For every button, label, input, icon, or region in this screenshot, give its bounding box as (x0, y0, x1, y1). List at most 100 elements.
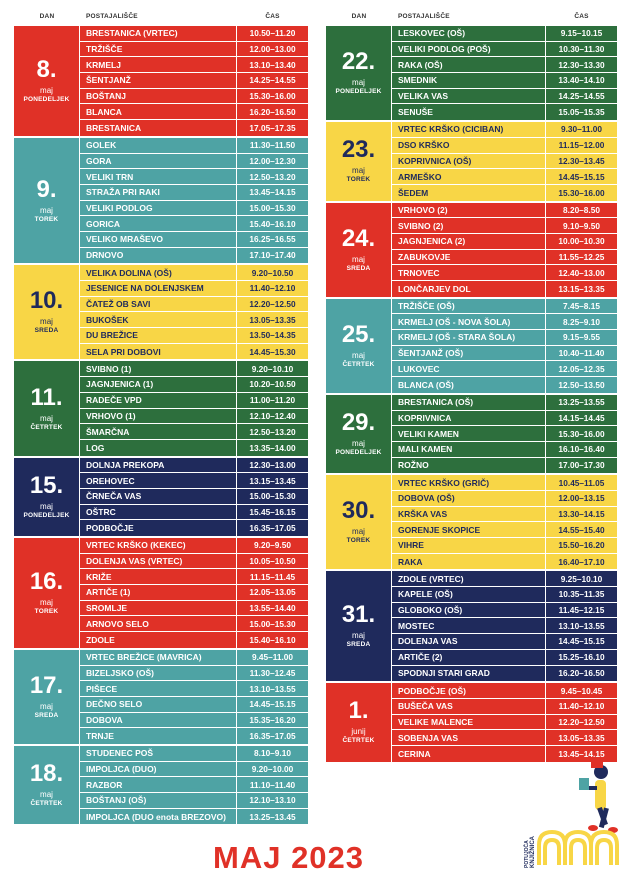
day-cell: 10. maj SREDA (14, 265, 80, 360)
stop-name: VRHOVO (1) (80, 408, 237, 424)
stop-time: 10.00–10.30 (558, 236, 605, 247)
day-cell: 17. maj SREDA (14, 649, 80, 744)
stop-time: 14.25–14.55 (558, 91, 605, 102)
table-row: VRTEC KRŠKO (KEKEC) 9.20–9.50 (80, 538, 308, 554)
stop-name: KRMELJ (OŠ - NOVA ŠOLA) (392, 314, 546, 330)
table-row: SELA PRI DOBOVI 14.45–15.30 (80, 343, 308, 360)
stop-name: BUKOŠEK (80, 312, 237, 328)
table-row: SMEDNIK 13.40–14.10 (392, 73, 617, 89)
table-row: VRHOVO (2) 8.20–8.50 (392, 202, 617, 219)
day-cell: 1. junij ČETRTEK (326, 683, 392, 762)
day-month: maj (40, 597, 53, 607)
stop-time: 10.45–11.05 (558, 477, 605, 488)
day-group: 30. maj TOREK VRTEC KRŠKO (GRIČ) 10.45–11.05… (326, 475, 617, 570)
stop-name: BUŠEČA VAS (392, 698, 546, 714)
stop-name: GORENJE SKOPICE (392, 522, 546, 537)
stop-time: 12.40–13.00 (558, 267, 605, 278)
stop-list: STUDENEC POŠ 8.10–9.10 IMPOLJCA (DUO) 9.20–… (80, 745, 308, 825)
day-group: 31. maj SREDA ZDOLE (VRTEC) 9.25–10.10 KAPELE… (326, 571, 617, 682)
header-stop: POSTAJALIŠČE (398, 13, 450, 20)
stop-name: BOŠTANJ (80, 88, 237, 104)
group-separator (326, 200, 617, 203)
stop-name: DOBOVA (OŠ) (392, 490, 546, 506)
stop-name: BRESTANICA (VRTEC) (80, 26, 237, 41)
stop-name: LUKOVEC (392, 361, 546, 377)
table-row: ROŽNO 17.00–17.30 (392, 457, 617, 474)
table-row: ARTIČE (2) 15.25–16.10 (392, 649, 617, 666)
stop-name: VELIKE MALENCE (392, 714, 546, 730)
stop-time: 10.35–11.35 (558, 589, 605, 600)
day-group: 17. maj SREDA VRTEC BREŽICE (MAVRICA) 9.45–1… (14, 649, 308, 744)
table-row: PODBOČJE 16.35–17.05 (80, 520, 308, 536)
table-row: VELIKI PODLOG (POŠ) 10.30–11.30 (392, 41, 617, 58)
stop-time: 13.10–13.40 (249, 59, 296, 70)
table-row: KRMELJ (OŠ - NOVA ŠOLA) 8.25–9.10 (392, 314, 617, 331)
table-row: BLANCA 16.20–16.50 (80, 104, 308, 121)
stop-name: ZABUKOVJE (392, 249, 546, 265)
stop-time: 13.25–13.55 (558, 397, 605, 408)
day-weekday: PONEDELJEK (335, 449, 382, 457)
table-row: VELIKO MRAŠEVO 16.25–16.55 (80, 231, 308, 248)
table-row: SROMLJE 13.55–14.40 (80, 600, 308, 617)
table-row: BIZELJSKO (OŠ) 11.30–12.45 (80, 665, 308, 682)
group-separator (14, 647, 308, 650)
stop-time: 9.20–10.50 (251, 267, 294, 278)
stop-time: 9.15–10.15 (560, 28, 603, 39)
stop-time: 12.10–12.40 (249, 410, 296, 421)
table-row: VELIKI KAMEN 15.30–16.00 (392, 426, 617, 442)
stop-time: 7.45–8.15 (563, 301, 600, 312)
stop-time: 10.05–10.50 (249, 556, 296, 567)
table-row: BOŠTANJ 15.30–16.00 (80, 88, 308, 105)
stop-time: 14.45–15.15 (558, 636, 605, 647)
table-row: BLANCA (OŠ) 12.50–13.50 (392, 377, 617, 393)
stop-name: BOŠTANJ (OŠ) (80, 793, 237, 808)
table-row: ARTIČE (1) 12.05–13.05 (80, 585, 308, 601)
day-weekday: TOREK (346, 537, 371, 545)
stop-name: BRESTANICA (80, 120, 237, 136)
stop-time: 13.10–13.55 (249, 683, 296, 694)
day-number: 16. (29, 567, 64, 595)
day-group: 23. maj TOREK VRTEC KRŠKO (CICIBAN) 9.30–11.… (326, 122, 617, 201)
day-cell: 15. maj PONEDELJEK (14, 457, 80, 536)
day-month: maj (40, 205, 53, 215)
stop-name: VELIKI TRN (80, 169, 237, 184)
table-row: VIHRE 15.50–16.20 (392, 538, 617, 554)
day-weekday: ČETRTEK (30, 800, 63, 808)
stop-list: VRTEC KRŠKO (CICIBAN) 9.30–11.00 DSO KRŠKO… (392, 122, 617, 201)
schedule-left-column: DAN POSTAJALIŠČE ČAS 8. maj PONEDELJEK BRES… (14, 7, 308, 825)
stop-time: 10.20–10.50 (249, 379, 296, 390)
stop-list: GOLEK 11.30–11.50 GORA 12.00–12.30 VELIKI TR… (80, 137, 308, 264)
day-group: 24. maj SREDA VRHOVO (2) 8.20–8.50 SVIBNO (2)… (326, 202, 617, 297)
day-group: 29. maj PONEDELJEK BRESTANICA (OŠ) 13.25–13.… (326, 394, 617, 474)
stop-name: DU BREŽICE (80, 328, 237, 343)
table-row: IMPOLJCA (DUO) 9.20–10.00 (80, 761, 308, 778)
table-row: VRTEC KRŠKO (GRIČ) 10.45–11.05 (392, 475, 617, 491)
stop-name: VELIKO MRAŠEVO (80, 231, 237, 247)
day-cell: 8. maj PONEDELJEK (14, 26, 80, 136)
stop-time: 15.25–16.10 (558, 652, 605, 663)
stop-name: BLANCA (OŠ) (392, 377, 546, 393)
table-row: PIŠECE 13.10–13.55 (80, 681, 308, 697)
stop-time: 13.30–14.15 (558, 508, 605, 519)
table-row: ŠENTJANŽ (OŠ) 10.40–11.40 (392, 345, 617, 362)
day-cell: 23. maj TOREK (326, 122, 392, 201)
stop-time: 10.50–11.20 (249, 28, 296, 39)
stop-time: 13.15–13.35 (558, 283, 605, 294)
day-number: 30. (341, 497, 376, 525)
stop-time: 9.45–11.00 (251, 652, 294, 663)
logo-text: KNJIŽNICA (530, 835, 536, 868)
stop-name: GOLEK (80, 137, 237, 153)
stop-name: VELIKA DOLINA (OŠ) (80, 265, 237, 280)
table-row: MOSTEC 13.10–13.55 (392, 618, 617, 635)
stop-time: 15.40–16.10 (249, 218, 296, 229)
stop-time: 13.35–14.00 (249, 442, 296, 453)
stop-time: 12.50–13.20 (249, 171, 296, 182)
stop-name: STUDENEC POŠ (80, 745, 237, 761)
stop-time: 15.50–16.20 (558, 540, 605, 551)
stop-name: GORICA (80, 216, 237, 231)
table-row: GLOBOKO (OŠ) 11.45–12.15 (392, 602, 617, 619)
stop-time: 12.05–12.35 (558, 363, 605, 374)
stop-time: 15.30–16.00 (249, 91, 296, 102)
stop-time: 9.30–11.00 (560, 124, 603, 135)
stop-time: 12.20–12.50 (558, 716, 605, 727)
